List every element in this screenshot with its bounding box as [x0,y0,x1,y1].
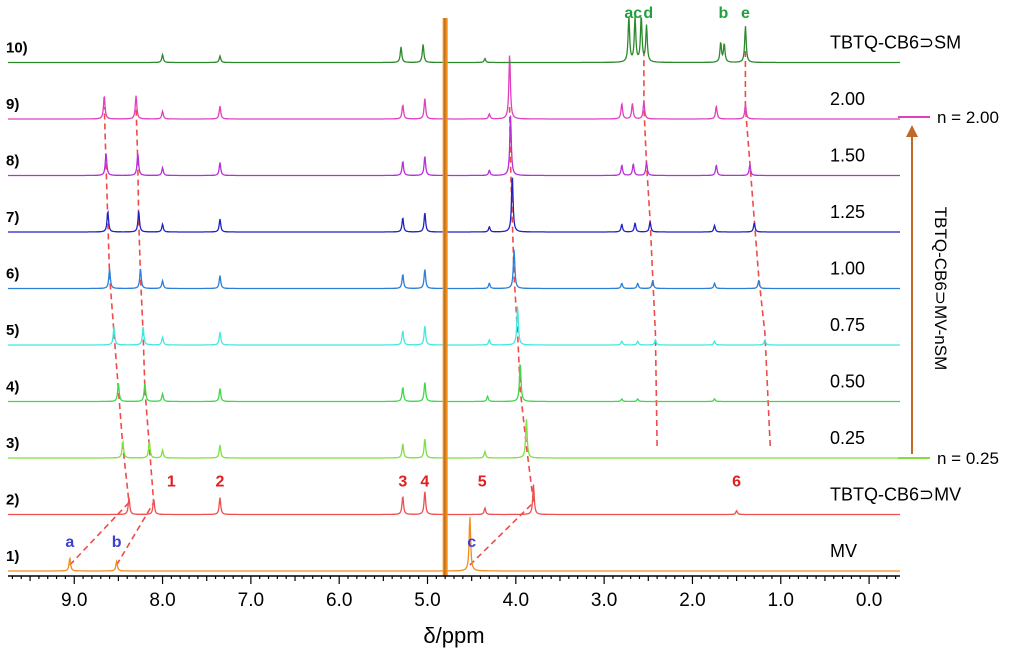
x-tick-label: 5.0 [414,590,440,611]
series-labels: MV TBTQ-CB6⊃MV 0.25 0.50 0.75 1.00 1.25 1.50 2.0… [830,33,961,562]
series-label: TBTQ-CB6⊃SM [830,33,961,53]
series-label: TBTQ-CB6⊃MV [830,485,961,505]
x-axis-title: δ/ppm [423,623,484,648]
peak-label: 5 [478,474,487,491]
series-label: 2.00 [830,89,865,109]
series-label: 0.75 [830,315,865,335]
titration-annotation: n = 2.00 n = 0.25 TBTQ-CB6⊃MV-nSM [898,108,999,468]
x-tick-label: 4.0 [503,590,529,611]
peak-label: b [718,5,728,22]
x-tick-label: 0.0 [856,590,882,611]
row-label: 8) [6,153,19,170]
peak-label: 3 [398,474,407,491]
row-label: 7) [6,209,19,226]
guide-line-1 [69,106,130,566]
spectrum-trace-6 [8,249,900,290]
peak-label: c [633,5,642,22]
row-label: 10) [6,40,28,57]
n-bottom-label: n = 0.25 [937,449,999,468]
x-tick-label: 9.0 [61,590,87,611]
spectrum-trace-7 [8,177,900,233]
spectrum-trace-9 [8,55,900,120]
row-label: 3) [6,435,19,452]
series-label: 1.50 [830,146,865,166]
x-axis: 9.0 8.0 7.0 6.0 5.0 4.0 3.0 2.0 1.0 0.0 [8,575,900,611]
peak-label: d [643,5,653,22]
spectrum-trace-4 [8,363,900,403]
peak-labels: a b c1 2 3 4 5 6a c d b e [65,5,750,551]
series-label: 1.25 [830,202,865,222]
spectrum-trace-2 [8,484,900,516]
series-label: 0.25 [830,428,865,448]
row-labels: 1) 2) 3) 4) 5) 6) 7) 8) 9) 10) [6,40,28,566]
n-top-label: n = 2.00 [937,108,999,127]
peak-label: 4 [420,474,429,491]
guide-line-3 [469,106,535,566]
x-tick-label: 8.0 [149,590,175,611]
row-label: 1) [6,548,19,565]
row-label: 9) [6,96,19,113]
peak-label: 2 [216,474,225,491]
row-label: 2) [6,492,19,509]
peak-label: e [741,5,750,22]
x-tick-label: 3.0 [591,590,617,611]
row-label: 5) [6,322,19,339]
peak-label: b [112,534,122,551]
x-tick-label: 7.0 [238,590,264,611]
peak-label: a [624,5,633,22]
peak-label: 6 [732,474,741,491]
series-label: 0.50 [830,372,865,392]
peak-label: a [65,534,74,551]
spectrum-trace-10 [8,15,900,64]
series-label: 1.00 [830,259,865,279]
titration-label: TBTQ-CB6⊃MV-nSM [931,207,950,370]
spectrum-trace-1 [8,517,900,572]
row-label: 4) [6,379,19,396]
x-axis-ticks: 9.0 8.0 7.0 6.0 5.0 4.0 3.0 2.0 1.0 0.0 [11,576,897,611]
guide-line-5 [744,50,771,447]
peak-label: 1 [167,474,176,491]
titration-arrow-head [906,125,918,137]
solvent-peak-group [442,18,448,576]
x-tick-label: 6.0 [326,590,352,611]
series-label: MV [830,541,857,561]
peak-label: c [467,534,476,551]
row-label: 6) [6,266,19,283]
solvent-peak-core [444,18,446,576]
guide-line-4 [643,50,658,447]
x-tick-label: 2.0 [679,590,705,611]
spectrum-trace-8 [8,115,900,177]
spectrum-trace-3 [8,419,900,459]
spectrum-trace-5 [8,306,900,346]
x-tick-label: 1.0 [768,590,794,611]
spectra-traces [8,15,900,572]
